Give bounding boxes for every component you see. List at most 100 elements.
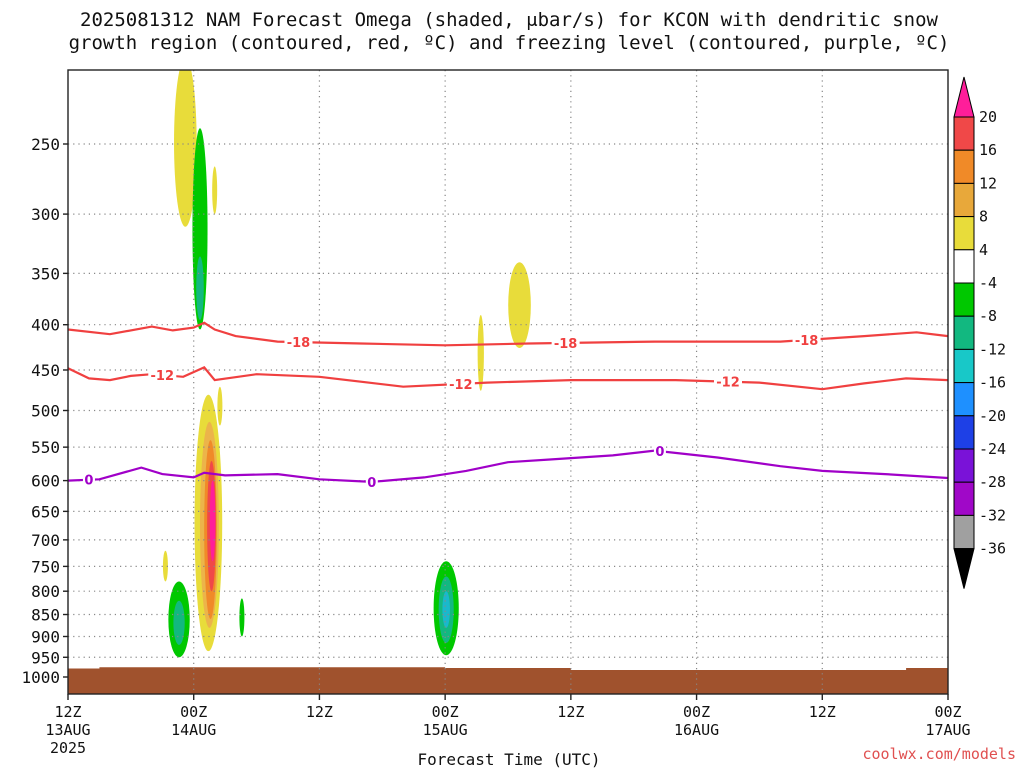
colorbar-label-0: 20 xyxy=(979,108,997,126)
y-tick-label-500: 500 xyxy=(31,402,60,421)
omega-cell-18 xyxy=(508,262,531,349)
colorbar-label-7: -12 xyxy=(979,340,1006,358)
omega-cell-13 xyxy=(239,598,245,637)
colorbar-label-5: -4 xyxy=(979,274,997,292)
omega-cell-16 xyxy=(442,591,450,628)
contour-label-bg xyxy=(551,334,580,351)
contour-label--18-2: -18 xyxy=(795,334,819,349)
colorbar-label-3: 8 xyxy=(979,208,988,226)
colorbar-swatch-6 xyxy=(953,315,975,350)
colorbar-swatch-12 xyxy=(953,514,975,550)
contour-0: 0 0 0 xyxy=(67,443,949,491)
colorbar-label-4: 4 xyxy=(979,241,988,259)
colorbar-swatch-9 xyxy=(953,415,975,450)
contour-line-0 xyxy=(67,449,949,484)
y-tick-label-250: 250 xyxy=(31,135,60,154)
colorbar-label-6: -8 xyxy=(979,307,997,325)
y-tick-label-350: 350 xyxy=(31,264,60,283)
x-tick-date-60: 16AUG xyxy=(674,721,719,739)
x-tick-label-24: 12Z xyxy=(306,703,333,721)
y-tick-label-700: 700 xyxy=(31,531,60,550)
colorbar-label-9: -20 xyxy=(979,407,1006,425)
contour-label-bg xyxy=(82,471,95,488)
colorbar-label-12: -32 xyxy=(979,506,1006,524)
omega-cell-1 xyxy=(192,128,208,330)
colorbar-swatch-11 xyxy=(953,481,975,516)
colorbar-label-8: -16 xyxy=(979,374,1006,392)
colorbar-swatch-5 xyxy=(953,282,975,317)
contour-label-bg xyxy=(284,334,313,351)
contour-label--12-0: -12 xyxy=(151,369,175,384)
colorbar-swatch-4 xyxy=(953,249,975,284)
contour-label--12-2: -12 xyxy=(716,376,740,391)
x-tick-label-72: 12Z xyxy=(809,703,836,721)
contour--18: -18 -18 -18 xyxy=(67,321,949,352)
x-tick-date-12: 14AUG xyxy=(171,721,216,739)
colorbar-swatch-3 xyxy=(953,216,975,251)
colorbar-bottom-arrow xyxy=(953,548,975,589)
omega-cell-12 xyxy=(173,600,185,645)
y-tick-label-300: 300 xyxy=(31,205,60,224)
y-tick-label-450: 450 xyxy=(31,361,60,380)
y-tick-label-650: 650 xyxy=(31,502,60,521)
contour-label-bg xyxy=(365,473,378,490)
colorbar-label-13: -36 xyxy=(979,540,1006,558)
y-tick-label-600: 600 xyxy=(31,472,60,491)
colorbar-swatch-8 xyxy=(953,382,975,417)
y-tick-label-550: 550 xyxy=(31,438,60,457)
contour-line--12 xyxy=(67,366,949,391)
x-tick-label-84: 00Z xyxy=(934,703,961,721)
x-tick-label-0: 12Z xyxy=(54,703,81,721)
omega-cell-0 xyxy=(174,70,197,227)
y-tick-label-900: 900 xyxy=(31,627,60,646)
x-tick-label-12: 00Z xyxy=(180,703,207,721)
colorbar-swatch-7 xyxy=(953,348,975,384)
y-tick-label-950: 950 xyxy=(31,648,60,667)
chart-title-line2: growth region (contoured, red, ºC) and f… xyxy=(69,32,950,54)
colorbar-swatch-1 xyxy=(953,149,975,184)
colorbar-label-10: -24 xyxy=(979,440,1006,458)
contour-label-bg xyxy=(714,373,742,390)
colorbar-swatch-10 xyxy=(953,448,975,483)
colorbar-top-arrow xyxy=(953,76,975,118)
contour--12: -12 -12 -12 xyxy=(67,366,949,393)
x-tick-date-36: 15AUG xyxy=(423,721,468,739)
grid-lines xyxy=(68,70,948,694)
colorbar-swatch-0 xyxy=(953,116,975,151)
contour-label-bg xyxy=(792,331,821,348)
colorbar-swatch-2 xyxy=(953,182,975,218)
omega-cell-4 xyxy=(217,386,223,426)
contour-label-bg xyxy=(446,375,475,392)
colorbar-label-1: 16 xyxy=(979,141,997,159)
x-tick-date-0: 13AUG xyxy=(45,721,90,739)
omega-cell-2 xyxy=(196,256,204,320)
contour-label-0-0: 0 xyxy=(84,474,93,489)
contour-label--12-1: -12 xyxy=(449,378,473,393)
credit-text: coolwx.com/models xyxy=(862,745,1016,763)
y-tick-label-800: 800 xyxy=(31,582,60,601)
contour-label-bg xyxy=(653,443,666,460)
contour-label--18-1: -18 xyxy=(554,337,578,352)
y-tick-label-1000: 1000 xyxy=(21,668,60,687)
plot-area: -18 -18 -18 -12 -12 -12 0 0 0 250 300 350 400 450 500 5… xyxy=(21,69,971,757)
y-tick-label-750: 750 xyxy=(31,557,60,576)
chart-title-line1: 2025081312 NAM Forecast Omega (shaded, μ… xyxy=(80,9,938,31)
contour-label--18-0: -18 xyxy=(287,336,311,351)
x-axis-label: Forecast Time (UTC) xyxy=(417,750,600,768)
contour-label-0-2: 0 xyxy=(655,445,664,460)
omega-cell-3 xyxy=(212,166,218,215)
colorbar-label-2: 12 xyxy=(979,174,997,192)
colorbar-label-11: -28 xyxy=(979,473,1006,491)
terrain-fill xyxy=(68,667,948,694)
plot-frame xyxy=(67,69,949,695)
x-tick-date-84: 17AUG xyxy=(925,721,970,739)
y-tick-label-850: 850 xyxy=(31,606,60,625)
contour-label-0-1: 0 xyxy=(367,476,376,491)
colorbar: 20 16 12 8 4 -4 -8 -12 -16 -20 -24 -28 -32 -36 xyxy=(953,76,1006,589)
contour-label-bg xyxy=(148,367,177,384)
x-tick-year-0: 2025 xyxy=(50,739,86,757)
omega-cell-10 xyxy=(162,550,168,582)
x-tick-label-60: 00Z xyxy=(683,703,710,721)
